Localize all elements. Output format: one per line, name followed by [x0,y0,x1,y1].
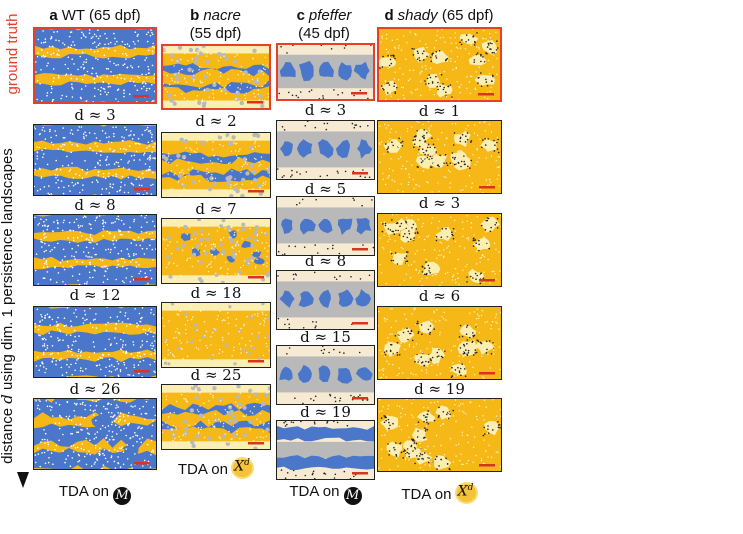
panel-c-ground-truth [276,43,375,101]
panel-d-row-4 [377,398,502,472]
panel-d-ground-truth [377,27,502,102]
panel-a-row-1 [33,124,157,196]
panel-c-row-4 [276,345,375,405]
panel-d-distance-label: d ≈ 19 [414,380,465,398]
column-c-footer: TDA on M [276,483,375,505]
panel-a-row-2 [33,214,157,286]
column-a-footer: TDA on M [33,483,157,505]
panel-b-distance-label: d ≈ 25 [190,366,242,384]
panel-c-distance-label: d ≈ 3 [304,101,347,119]
panel-b-row-2 [161,218,271,284]
panel-d-row-3 [377,306,502,380]
down-arrow-icon [17,472,29,488]
panel-d-distance-label: d ≈ 1 [418,102,461,120]
panel-a-row-3 [33,306,157,378]
column-c-header: c pfeffer (45 dpf) [296,7,352,42]
column-a-header: a WT (65 dpf) [49,7,141,24]
column-d-header: d shady (65 dpf) [384,7,494,24]
panel-c-distance-label: d ≈ 15 [300,328,351,346]
panel-d-row-2 [377,213,502,287]
panel-a-ground-truth [33,27,157,104]
panel-a-distance-label: d ≈ 12 [69,286,121,304]
panel-c-row-1 [276,120,375,180]
panel-b-row-1 [161,132,271,198]
panel-a-distance-label: d ≈ 3 [74,106,116,124]
panel-b-ground-truth [161,44,271,110]
panel-b-distance-label: d ≈ 2 [195,112,237,130]
panel-a-distance-label: d ≈ 8 [74,196,116,214]
panel-a-row-4 [33,398,157,470]
panel-c-distance-label: d ≈ 19 [300,403,351,421]
panel-c-row-2 [276,196,375,256]
panel-a-distance-label: d ≈ 26 [69,380,121,398]
xd-symbol-icon: Xd [456,483,478,503]
m-symbol-icon: M [343,487,362,505]
column-d-footer: TDA on Xd [377,483,502,503]
column-b-header: b nacre (55 dpf) [189,7,242,42]
panel-b-distance-label: d ≈ 18 [190,284,242,302]
xd-symbol-icon: Xd [232,458,254,478]
ground-truth-label: ground truth [4,13,21,95]
panel-b-row-3 [161,302,271,368]
column-b-footer: TDA on Xd [161,458,271,478]
panel-c-row-5 [276,420,375,480]
panel-b-distance-label: d ≈ 7 [195,200,237,218]
panel-c-distance-label: d ≈ 8 [304,252,347,270]
panel-d-distance-label: d ≈ 3 [418,194,461,212]
panel-d-row-1 [377,120,502,194]
panel-b-row-4 [161,384,271,450]
m-symbol-icon: M [113,487,132,505]
panel-d-distance-label: d ≈ 6 [418,287,461,305]
distance-axis-label: distance d using dim. 1 persistence land… [0,148,16,464]
panel-c-row-3 [276,270,375,330]
panel-c-distance-label: d ≈ 5 [304,180,347,198]
